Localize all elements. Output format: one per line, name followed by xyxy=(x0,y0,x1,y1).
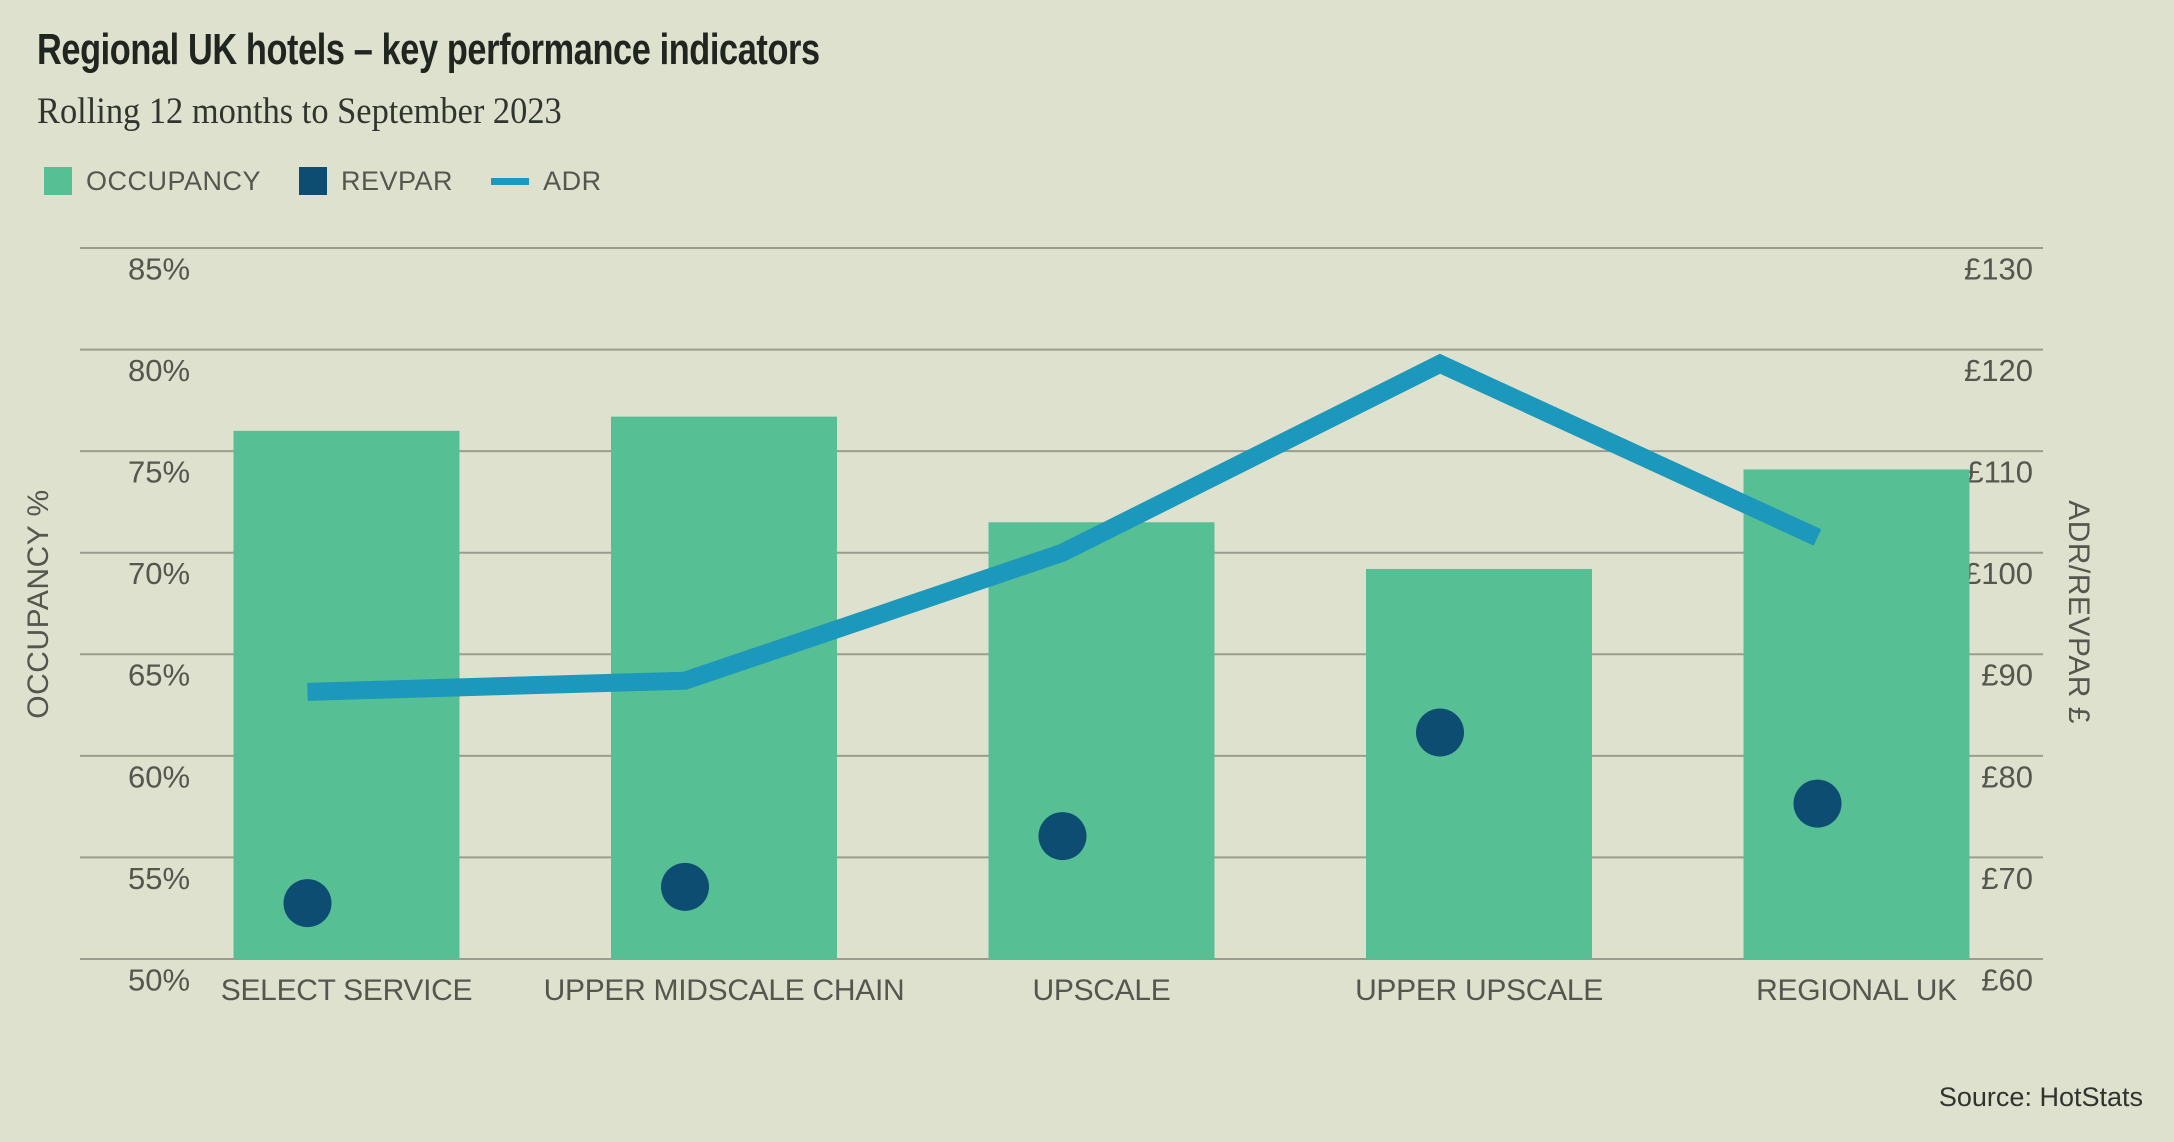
left-axis-tick: 55% xyxy=(128,861,190,896)
left-axis-tick: 85% xyxy=(128,251,190,286)
dot-revpar-select-service xyxy=(283,879,332,928)
dot-revpar-upper-midscale-chain xyxy=(661,862,709,911)
bar-regional-uk xyxy=(1743,469,1970,959)
dot-revpar-upper-upscale xyxy=(1416,708,1464,757)
right-axis-tick: £120 xyxy=(1964,353,2033,388)
page-title: Regional UK hotels – key performance ind… xyxy=(37,25,1040,74)
category-label-upper-midscale-chain: UPPER MIDSCALE CHAIN xyxy=(544,974,905,1007)
left-axis-tick: 50% xyxy=(128,962,190,997)
bar-upper-upscale xyxy=(1366,568,1592,959)
adr-line-swatch-icon xyxy=(491,177,530,185)
legend-item-revpar: REVPAR xyxy=(299,166,453,197)
bar-upscale xyxy=(988,522,1215,959)
right-axis-tick: £110 xyxy=(1966,455,2033,490)
source-note: Source: HotStats xyxy=(1938,1082,2143,1112)
legend-label-adr: ADR xyxy=(543,165,602,196)
left-axis-tick: 80% xyxy=(128,353,190,388)
left-axis-tick: 75% xyxy=(128,455,190,490)
category-label-upper-upscale: UPPER UPSCALE xyxy=(1355,974,1603,1007)
revpar-swatch-icon xyxy=(299,167,328,195)
left-axis-tick: 65% xyxy=(128,658,190,693)
occupancy-swatch-icon xyxy=(44,167,72,195)
legend-item-occupancy: OCCUPANCY xyxy=(44,166,261,197)
chart-subtitle: Rolling 12 months to September 2023 xyxy=(37,91,601,133)
dot-revpar-regional-uk xyxy=(1793,779,1842,828)
right-axis-tick: £130 xyxy=(1964,251,2033,286)
right-axis-tick: £70 xyxy=(1981,861,2033,896)
chart-subtitle-text: Rolling 12 months to September 2023 xyxy=(37,91,562,132)
legend: OCCUPANCY REVPAR ADR xyxy=(44,166,640,196)
category-label-select-service: SELECT SERVICE xyxy=(221,974,472,1007)
left-axis-tick: 70% xyxy=(128,556,190,591)
legend-label-occupancy: OCCUPANCY xyxy=(86,165,262,196)
adr-line xyxy=(307,353,1822,701)
right-axis-tick: £100 xyxy=(1964,556,2033,591)
category-label-upscale: UPSCALE xyxy=(1033,974,1171,1007)
dot-revpar-upscale xyxy=(1038,812,1087,861)
page-title-text: Regional UK hotels – key performance ind… xyxy=(37,25,820,74)
legend-label-revpar: REVPAR xyxy=(341,165,454,196)
right-axis-tick: £90 xyxy=(1981,658,2033,693)
left-axis-tick: 60% xyxy=(128,759,190,794)
left-axis-title: OCCUPANCY % xyxy=(22,489,55,719)
right-axis-tick: £60 xyxy=(1981,962,2033,997)
legend-item-adr: ADR xyxy=(491,166,602,197)
category-label-regional-uk: REGIONAL UK xyxy=(1756,974,1957,1007)
right-axis-title: ADR/REVPAR £ xyxy=(2062,500,2095,724)
right-axis-tick: £80 xyxy=(1981,759,2033,794)
